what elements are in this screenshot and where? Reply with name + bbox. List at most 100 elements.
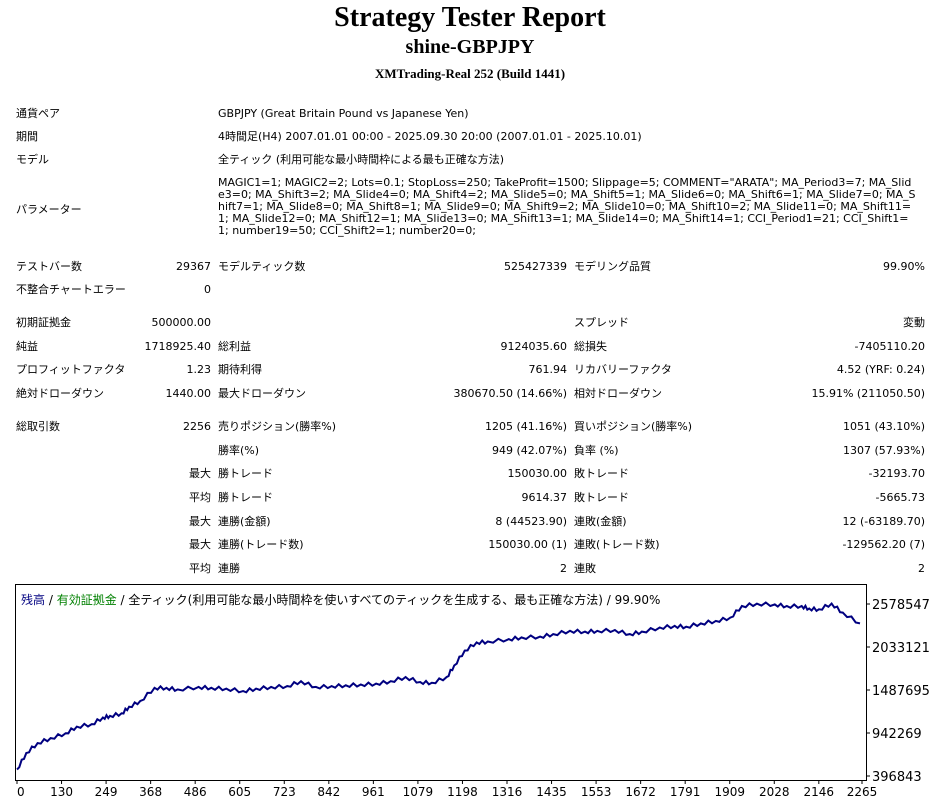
x-tick-label: 1198 — [447, 785, 478, 799]
largest-win-label: 勝トレード — [218, 467, 273, 480]
consec-loss-label: 連敗(トレード数) — [574, 538, 660, 551]
model-label: モデル — [16, 153, 49, 166]
grossprofit-value: 9124035.60 — [500, 340, 567, 353]
legend-equity: 有効証拠金 — [57, 592, 117, 607]
consec-losses-money-label: 連敗(金額) — [574, 515, 627, 528]
lossrate-label: 負率 (%) — [574, 444, 619, 457]
short-label: 売りポジション(勝率%) — [218, 420, 337, 433]
long-label: 買いポジション(勝率%) — [574, 420, 693, 433]
largest-loss-value: -32193.70 — [868, 467, 925, 480]
plot-frame — [15, 584, 867, 781]
params-label: パラメーター — [16, 203, 82, 216]
quality-value: 99.90% — [883, 260, 925, 273]
x-tick-label: 723 — [273, 785, 296, 799]
grossloss-value: -7405110.20 — [854, 340, 925, 353]
lossrate-value: 1307 (57.93%) — [842, 444, 925, 457]
mismatch-label: 不整合チャートエラー — [16, 283, 126, 296]
x-tick-label: 130 — [50, 785, 73, 799]
spread-value: 変動 — [903, 316, 925, 329]
model-value: 全ティック (利用可能な最小時間枠による最も正確な方法) — [218, 153, 505, 166]
balance-chart: 残高 / 有効証拠金 / 全ティック(利用可能な最小時間枠を使いすべてのティック… — [15, 584, 930, 799]
avg-prefix: 平均 — [189, 491, 211, 504]
max-prefix: 最大 — [189, 467, 211, 480]
report-subtitle: shine-GBPJPY — [405, 36, 535, 58]
consec-profit-label: 連勝(トレード数) — [218, 538, 304, 551]
mismatch-value: 0 — [204, 283, 211, 296]
x-tick-label: 0 — [17, 785, 25, 799]
avg-consec-wins-label: 連勝 — [218, 562, 240, 575]
avg-win-label: 勝トレード — [218, 491, 273, 504]
ticks-value: 525427339 — [504, 260, 567, 273]
x-tick-label: 368 — [139, 785, 162, 799]
y-axis: 2578547 2033121 1487695 942269 396843 — [866, 598, 930, 785]
consec-wins-money-value: 8 (44523.90) — [495, 515, 567, 528]
x-tick-label: 961 — [362, 785, 385, 799]
netprofit-value: 1718925.40 — [144, 340, 211, 353]
grossprofit-label: 総利益 — [218, 340, 251, 353]
y-tick-label: 2578547 — [872, 598, 930, 613]
short-value: 1205 (41.16%) — [484, 420, 567, 433]
consec-losses-money-value: 12 (-63189.70) — [842, 515, 925, 528]
params-value: MAGIC1=1; MAGIC2=2; Lots=0.1; StopLoss=2… — [218, 176, 916, 237]
symbol-label: 通貨ペア — [16, 107, 60, 120]
x-tick-label: 1672 — [625, 785, 656, 799]
chart-legend: 残高 / 有効証拠金 / 全ティック(利用可能な最小時間枠を使いすべてのティック… — [21, 592, 660, 607]
bars-value: 29367 — [176, 260, 211, 273]
consec-wins-money-label: 連勝(金額) — [218, 515, 271, 528]
absdd-label: 絶対ドローダウン — [16, 387, 104, 400]
recovery-value: 4.52 (YRF: 0.24) — [836, 363, 925, 376]
x-tick-label: 486 — [184, 785, 207, 799]
avg-consec-wins-value: 2 — [560, 562, 567, 575]
largest-win-value: 150030.00 — [507, 467, 568, 480]
y-tick-label: 1487695 — [872, 684, 930, 699]
legend-balance: 残高 — [21, 592, 45, 607]
recovery-label: リカバリーファクタ — [574, 363, 672, 376]
avg-consec-losses-value: 2 — [918, 562, 925, 575]
legend-rest: / 全ティック(利用可能な最小時間枠を使いすべてのティックを生成する、最も正確な… — [117, 592, 661, 607]
y-tick-label: 942269 — [872, 727, 922, 742]
x-tick-label: 1435 — [536, 785, 567, 799]
deposit-value: 500000.00 — [151, 316, 212, 329]
avg-prefix-2: 平均 — [189, 562, 211, 575]
x-tick-label: 1909 — [714, 785, 745, 799]
x-axis: 0 130 249 368 486 605 723 842 961 1079 1198 1316 143… — [16, 780, 878, 799]
x-tick-label: 249 — [95, 785, 118, 799]
x-tick-label: 605 — [228, 785, 251, 799]
x-tick-label: 2265 — [847, 785, 878, 799]
maxdd-label: 最大ドローダウン — [218, 387, 306, 400]
x-tick-label: 1079 — [403, 785, 434, 799]
absdd-value: 1440.00 — [165, 387, 212, 400]
y-tick-label: 2033121 — [872, 641, 930, 656]
symbol-value: GBPJPY (Great Britain Pound vs Japanese … — [218, 107, 469, 120]
largest-loss-label: 敗トレード — [574, 467, 629, 480]
avg-loss-value: -5665.73 — [875, 491, 925, 504]
consec-profit-value: 150030.00 (1) — [488, 538, 567, 551]
max-prefix-2: 最大 — [189, 515, 211, 528]
trades-label: 総取引数 — [16, 420, 60, 433]
x-tick-label: 1553 — [581, 785, 612, 799]
x-tick-label: 1791 — [670, 785, 701, 799]
quality-label: モデリング品質 — [574, 260, 651, 273]
x-tick-label: 842 — [317, 785, 340, 799]
consec-loss-value: -129562.20 (7) — [842, 538, 925, 551]
avg-consec-losses-label: 連敗 — [574, 562, 596, 575]
avg-win-value: 9614.37 — [521, 491, 568, 504]
avg-loss-label: 敗トレード — [574, 491, 629, 504]
long-value: 1051 (43.10%) — [842, 420, 925, 433]
x-tick-label: 2146 — [804, 785, 835, 799]
winrate-label: 勝率(%) — [218, 444, 260, 457]
legend-sep: / — [45, 593, 57, 607]
period-value: 4時間足(H4) 2007.01.01 00:00 - 2025.09.30 2… — [218, 130, 642, 143]
balance-line — [16, 601, 861, 771]
period-label: 期間 — [16, 130, 38, 143]
spread-label: スプレッド — [574, 316, 629, 329]
pf-label: プロフィットファクタ — [16, 363, 126, 376]
report-title: Strategy Tester Report — [334, 2, 606, 33]
payoff-label: 期待利得 — [218, 363, 262, 376]
grossloss-label: 総損失 — [574, 340, 607, 353]
x-tick-label: 1316 — [492, 785, 523, 799]
trades-value: 2256 — [183, 420, 211, 433]
deposit-label: 初期証拠金 — [16, 316, 71, 329]
bars-label: テストバー数 — [16, 260, 82, 273]
x-tick-label: 2028 — [759, 785, 790, 799]
